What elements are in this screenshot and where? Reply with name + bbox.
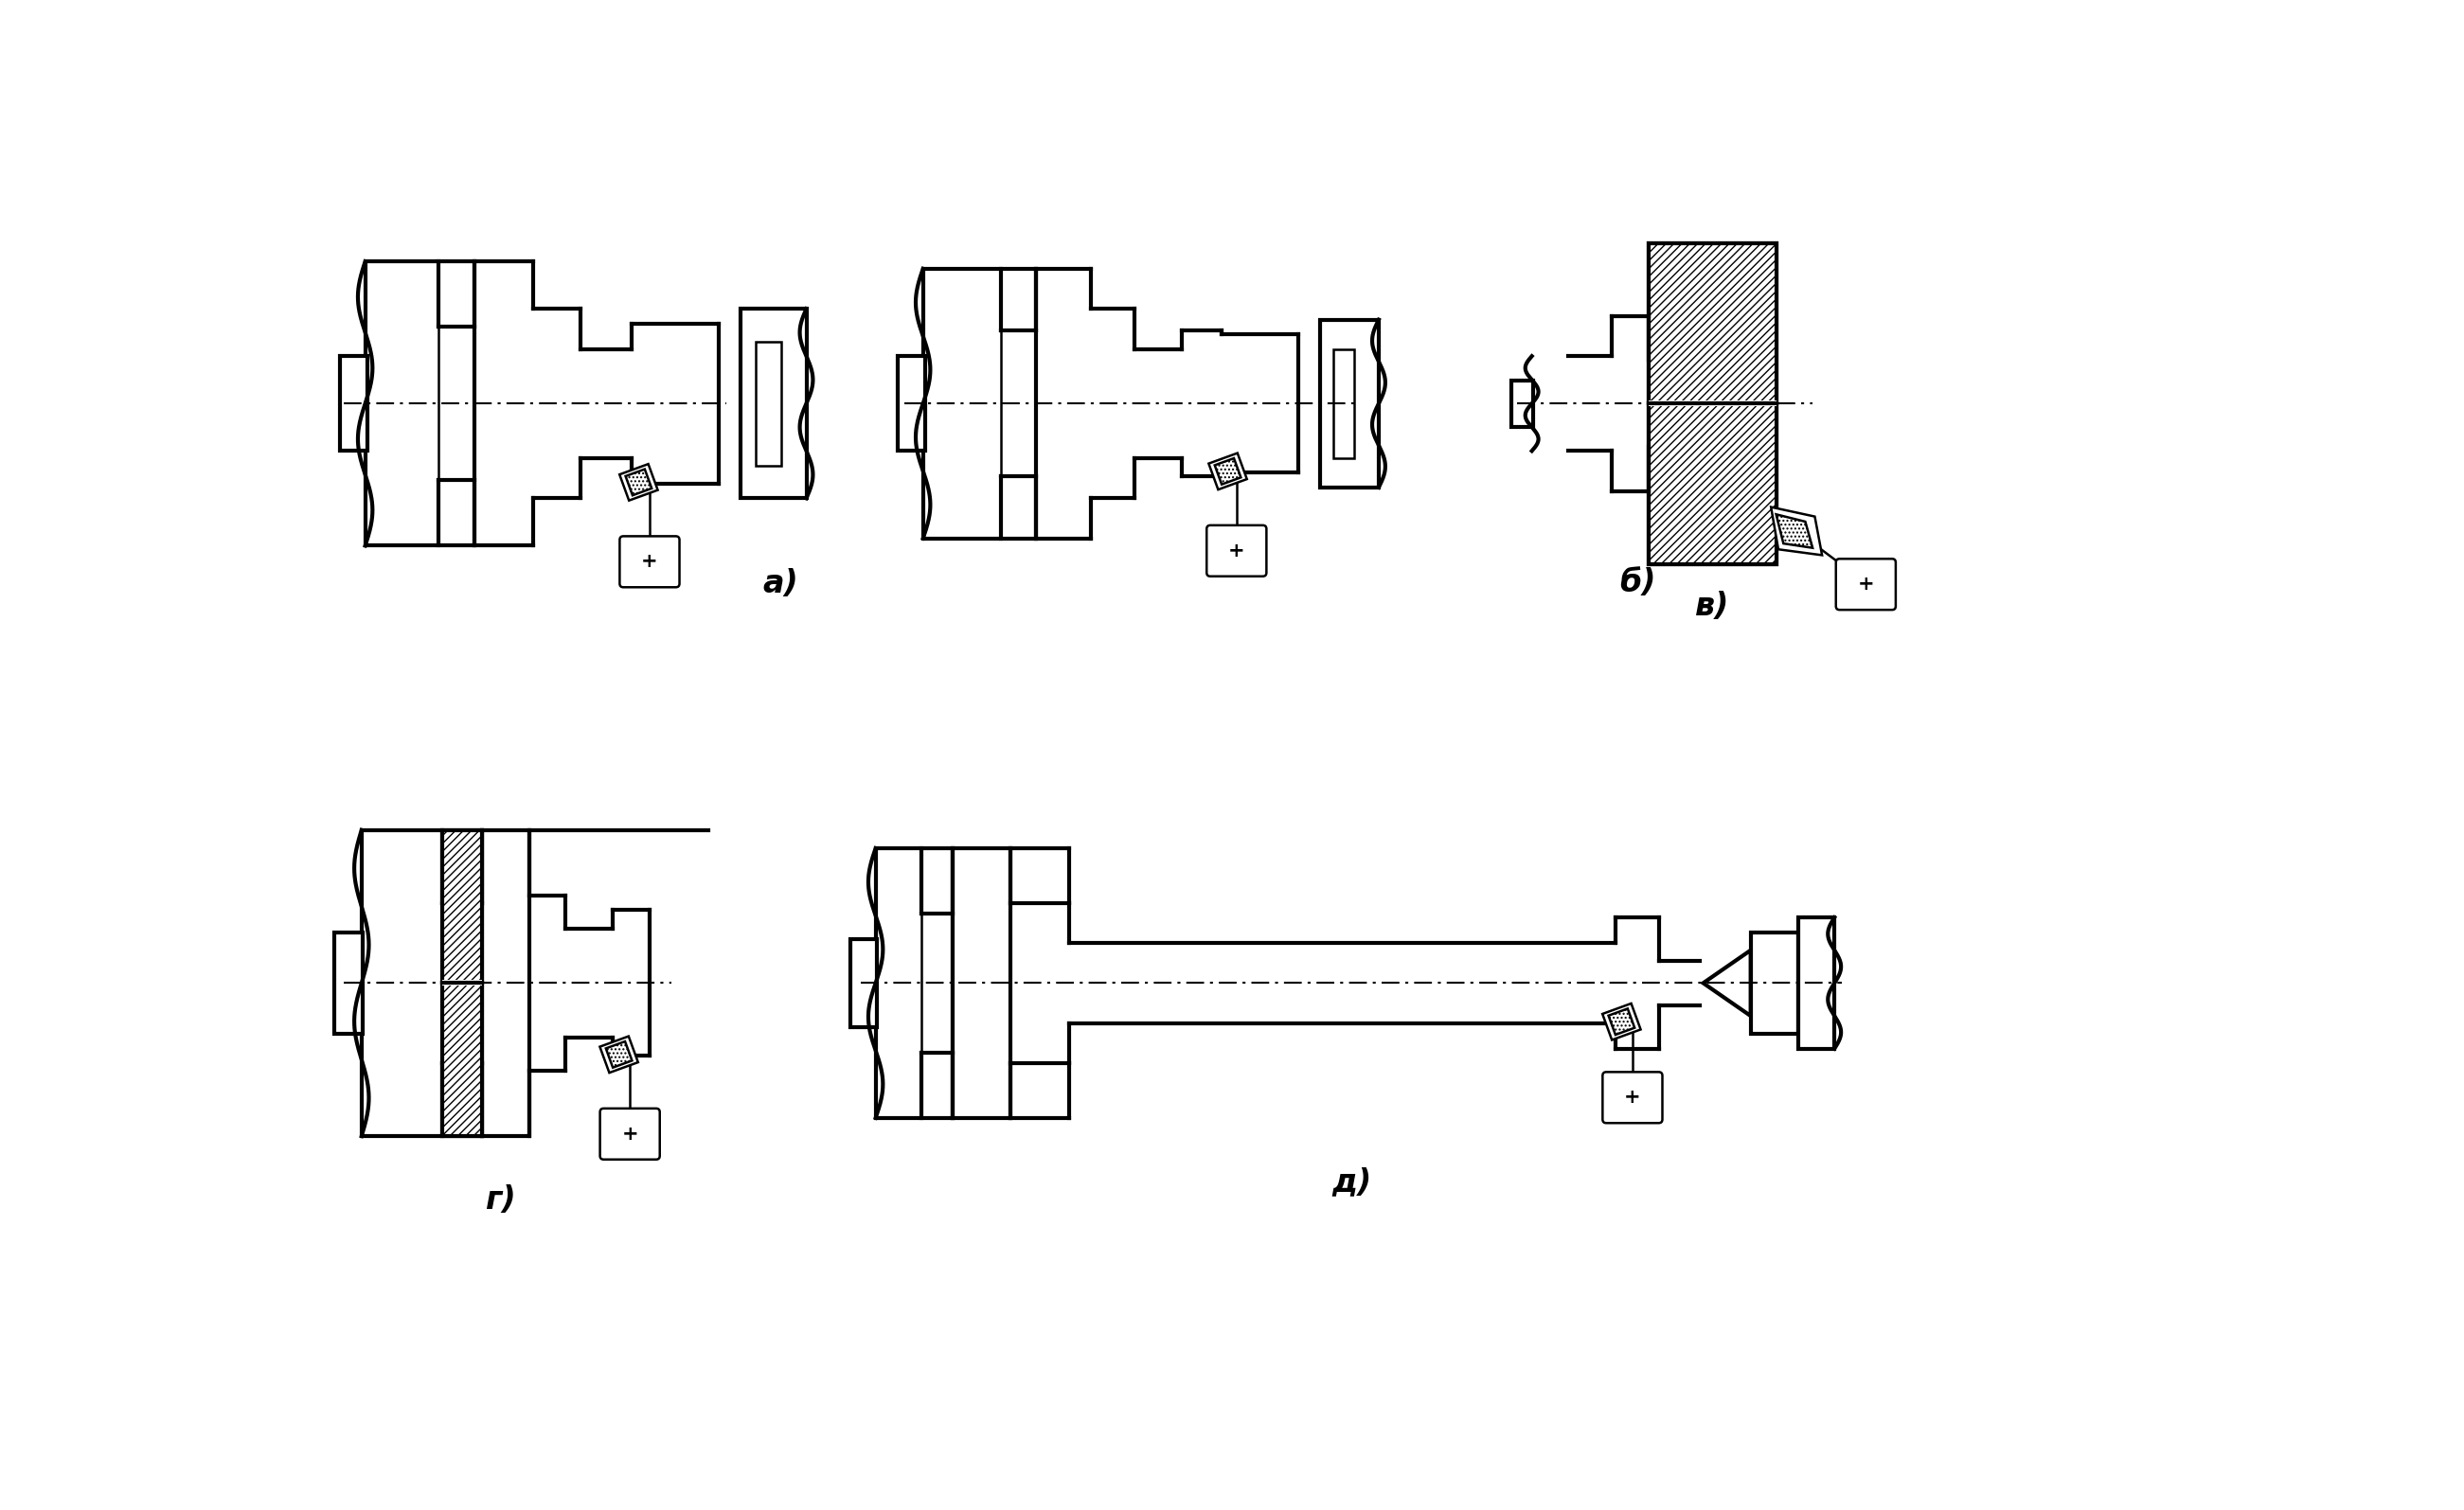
Bar <box>951 849 1010 1117</box>
Polygon shape <box>441 983 483 1136</box>
Bar <box>483 831 530 1136</box>
FancyBboxPatch shape <box>1836 559 1895 610</box>
Bar <box>756 341 781 465</box>
Text: а): а) <box>764 568 798 599</box>
Polygon shape <box>1609 1009 1634 1034</box>
Bar <box>441 980 483 986</box>
FancyBboxPatch shape <box>618 536 680 587</box>
Bar <box>365 261 476 545</box>
Text: г): г) <box>485 1184 515 1216</box>
Bar <box>897 356 924 451</box>
Text: б): б) <box>1619 566 1656 598</box>
Polygon shape <box>599 1036 638 1072</box>
Text: +: + <box>621 1125 638 1143</box>
Polygon shape <box>1602 1004 1641 1040</box>
Text: +: + <box>1227 541 1244 560</box>
Bar <box>875 849 951 1117</box>
FancyBboxPatch shape <box>1602 1072 1663 1123</box>
Bar <box>1749 932 1799 1034</box>
Polygon shape <box>618 464 658 500</box>
Text: +: + <box>641 553 658 571</box>
Bar <box>333 932 362 1034</box>
Bar <box>340 356 367 451</box>
Text: +: + <box>1858 575 1875 593</box>
Bar <box>1333 349 1353 458</box>
Bar <box>850 939 877 1027</box>
Polygon shape <box>441 831 483 983</box>
Polygon shape <box>1210 453 1247 489</box>
Bar <box>1321 320 1380 488</box>
Polygon shape <box>1215 458 1242 485</box>
Bar <box>924 269 1035 539</box>
Bar <box>1648 400 1777 406</box>
Polygon shape <box>1703 950 1749 1016</box>
Text: +: + <box>1624 1089 1641 1107</box>
Bar <box>1510 381 1533 427</box>
FancyBboxPatch shape <box>601 1108 660 1160</box>
Polygon shape <box>606 1042 633 1068</box>
Bar <box>1799 918 1836 1048</box>
Bar <box>1648 243 1777 563</box>
Bar <box>362 831 483 1136</box>
Text: в): в) <box>1695 590 1730 622</box>
Bar <box>1648 403 1777 563</box>
Polygon shape <box>1772 507 1821 556</box>
Polygon shape <box>1777 515 1814 548</box>
FancyBboxPatch shape <box>1207 525 1266 577</box>
Bar <box>1648 243 1777 403</box>
Polygon shape <box>626 470 650 495</box>
Text: д): д) <box>1331 1166 1372 1197</box>
Bar <box>742 308 806 498</box>
